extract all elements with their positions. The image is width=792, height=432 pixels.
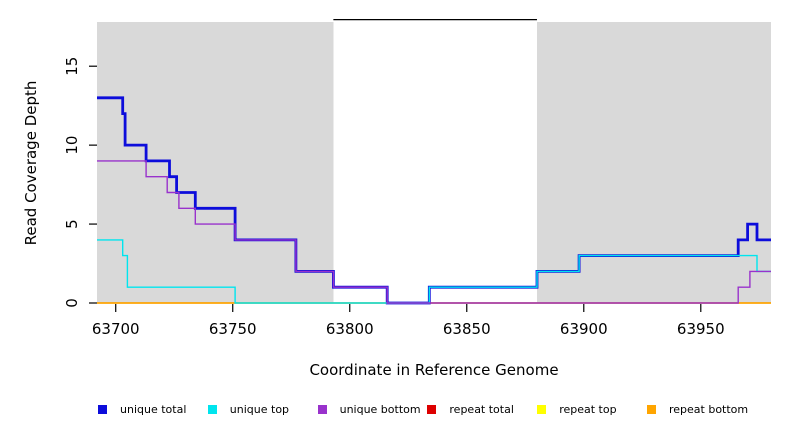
axes: 63700 63750 63800 63850 63900 63950 0 5 10 15 xyxy=(63,57,725,338)
legend-item-repeat-total: repeat total xyxy=(427,400,514,418)
y-tick-label: 5 xyxy=(63,219,81,229)
shaded-panels xyxy=(97,22,771,303)
legend-swatch-repeat-bottom xyxy=(647,404,656,414)
unique-region-right xyxy=(536,22,771,303)
series-unique-top xyxy=(97,239,771,304)
series-unique-bottom xyxy=(97,160,771,304)
legend-swatch-unique-top xyxy=(207,404,217,414)
x-axis-label: Coordinate in Reference Genome xyxy=(309,361,558,379)
series-lines xyxy=(97,96,771,305)
x-tick-label: 63950 xyxy=(677,320,725,338)
legend-swatch-unique-total xyxy=(98,404,107,414)
x-tick-label: 63700 xyxy=(92,320,140,338)
legend-label: unique bottom xyxy=(339,402,421,416)
legend-label: unique top xyxy=(229,402,290,416)
y-tick-label: 15 xyxy=(63,57,81,76)
legend-swatch-repeat-total xyxy=(427,404,437,414)
x-tick-label: 63850 xyxy=(443,320,491,338)
plot-legend: unique total unique top unique bottom repea… xyxy=(0,400,792,420)
y-tick-label: 10 xyxy=(63,136,81,155)
legend-item-repeat-top: repeat top xyxy=(537,400,617,418)
legend-swatch-unique-bottom xyxy=(317,404,327,414)
legend-item-unique-bottom: unique bottom xyxy=(317,400,421,418)
x-tick-label: 63800 xyxy=(326,320,374,338)
unique-region-left xyxy=(97,22,334,303)
y-tick-label: 0 xyxy=(63,298,81,308)
legend-label: unique total xyxy=(120,402,187,416)
coverage-plot: 63700 63750 63800 63850 63900 63950 0 5 10 15 Coo… xyxy=(22,19,771,379)
legend-item-repeat-bottom: repeat bottom xyxy=(647,400,748,418)
x-tick-label: 63900 xyxy=(560,320,608,338)
legend-swatch-repeat-top xyxy=(537,404,547,414)
legend-label: repeat top xyxy=(559,402,617,416)
x-tick-label: 63750 xyxy=(209,320,257,338)
legend-item-unique-total: unique total xyxy=(98,400,186,418)
legend-label: repeat total xyxy=(449,402,514,416)
y-axis-label: Read Coverage Depth xyxy=(22,81,40,246)
legend-item-unique-top: unique top xyxy=(207,400,290,418)
legend-label: repeat bottom xyxy=(669,402,749,416)
